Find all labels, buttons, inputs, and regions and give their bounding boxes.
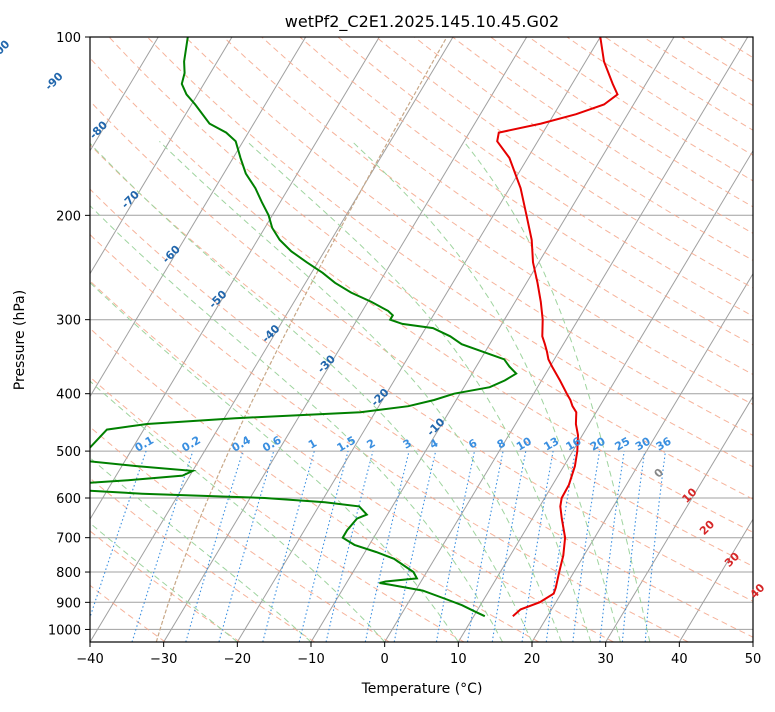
y-tick-label: 100 xyxy=(56,31,81,46)
chart-title: wetPf2_C2E1.2025.145.10.45.G02 xyxy=(285,12,559,32)
x-tick-label: −30 xyxy=(150,652,177,667)
y-tick-label: 300 xyxy=(56,314,81,329)
x-tick-label: −10 xyxy=(297,652,324,667)
x-tick-label: 0 xyxy=(381,652,389,667)
y-tick-label: 500 xyxy=(56,445,81,460)
y-axis-label: Pressure (hPa) xyxy=(12,290,28,390)
x-axis-label: Temperature (°C) xyxy=(361,681,483,697)
x-tick-label: 20 xyxy=(524,652,541,667)
x-tick-label: 10 xyxy=(450,652,467,667)
x-tick-label: 50 xyxy=(745,652,762,667)
y-tick-label: 700 xyxy=(56,532,81,547)
x-tick-label: −20 xyxy=(224,652,251,667)
y-tick-label: 200 xyxy=(56,209,81,224)
y-tick-label: 800 xyxy=(56,566,81,581)
x-tick-label: −40 xyxy=(76,652,103,667)
y-tick-label: 900 xyxy=(56,596,81,611)
x-tick-label: 40 xyxy=(671,652,688,667)
x-tick-label: 30 xyxy=(597,652,614,667)
y-tick-label: 1000 xyxy=(48,623,81,638)
y-tick-label: 600 xyxy=(56,492,81,507)
y-tick-label: 400 xyxy=(56,388,81,403)
